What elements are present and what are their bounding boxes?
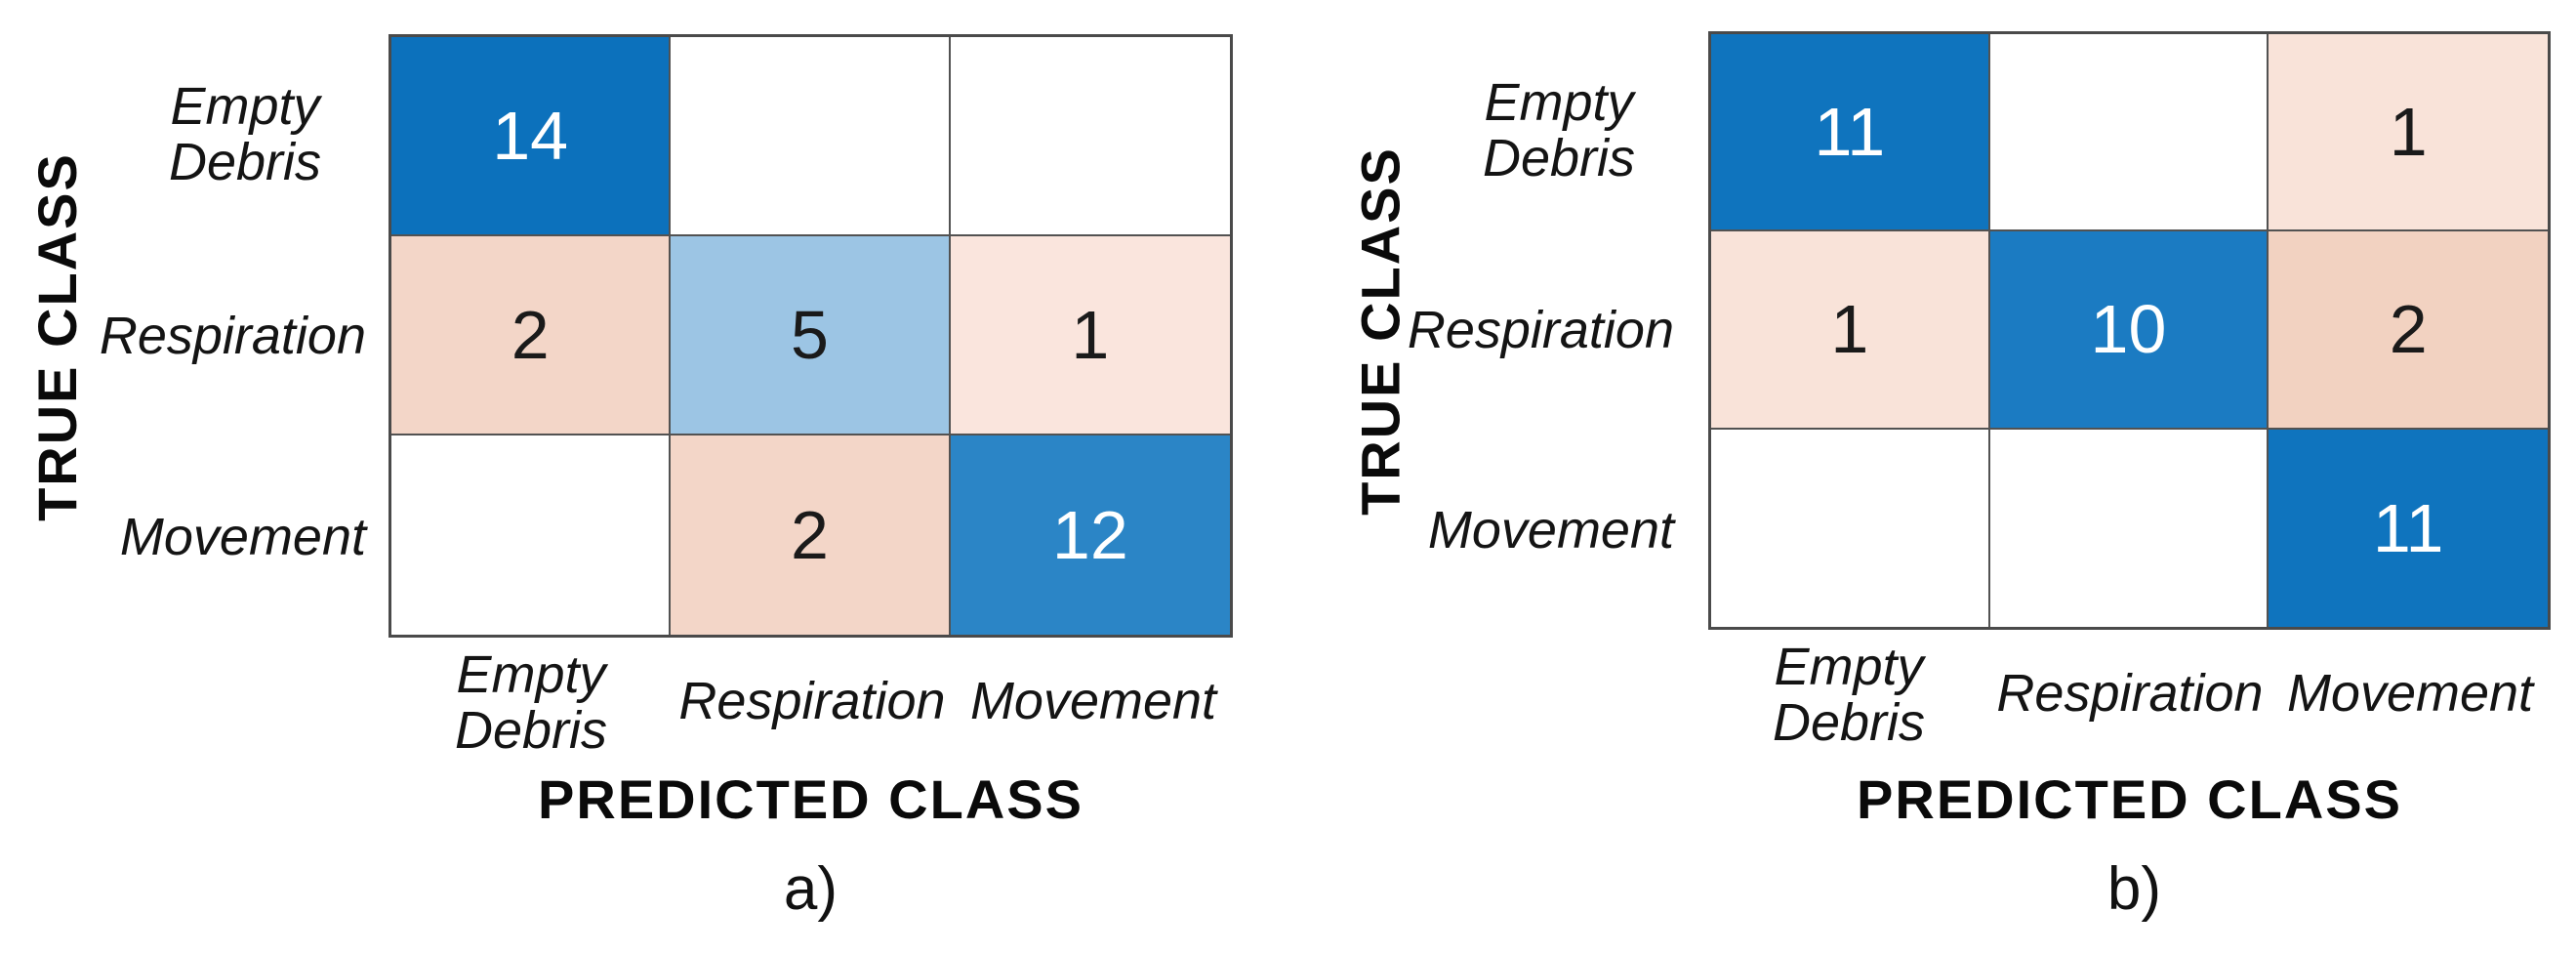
predicted-class-axis-label-a: PREDICTED CLASS — [538, 768, 1084, 830]
confusion-matrix-a: 14 2 5 1 2 12 — [388, 34, 1233, 638]
row-label-a-respiration: Respiration — [99, 306, 366, 365]
matrix-a-cell-r1c1: 5 — [671, 236, 951, 435]
col-label-a-respiration: Respiration — [678, 672, 946, 730]
matrix-a-cell-r2c0 — [391, 435, 672, 635]
matrix-b-cell-r0c0: 11 — [1711, 34, 1990, 232]
row-label-a-movement: Movement — [119, 507, 366, 566]
matrix-b-cell-r2c2: 11 — [2269, 429, 2548, 627]
matrix-b-cell-r2c0 — [1711, 429, 1990, 627]
matrix-a-cell-r0c0: 14 — [391, 37, 672, 236]
matrix-b-cell-r2c1 — [1989, 429, 2269, 627]
col-label-b-movement: Movement — [2286, 664, 2534, 723]
panel-caption-b: b) — [2106, 855, 2162, 923]
row-label-b-respiration: Respiration — [1407, 301, 1674, 359]
matrix-b-cell-r0c2: 1 — [2269, 34, 2548, 232]
matrix-a-cell-r2c2: 12 — [950, 435, 1230, 635]
matrix-a-cell-r1c2: 1 — [950, 236, 1230, 435]
matrix-b-cell-r1c1: 10 — [1989, 231, 2269, 430]
matrix-b-cell-r0c1 — [1989, 34, 2269, 232]
matrix-b-cell-r1c2: 2 — [2269, 231, 2548, 430]
matrix-a-cell-r2c1: 2 — [671, 435, 951, 635]
row-label-b-empty-debris: Empty Debris — [1482, 73, 1635, 187]
col-label-b-respiration: Respiration — [1996, 664, 2264, 723]
confusion-matrix-b: 11 1 1 10 2 11 — [1708, 31, 2551, 630]
col-label-b-empty-debris: Empty Debris — [1772, 638, 1926, 752]
panel-caption-a: a) — [783, 855, 838, 923]
row-label-a-empty-debris: Empty Debris — [168, 77, 321, 191]
col-label-a-empty-debris: Empty Debris — [454, 645, 608, 760]
matrix-a-cell-r0c1 — [671, 37, 951, 236]
row-label-b-movement: Movement — [1427, 500, 1674, 559]
matrix-a-cell-r1c0: 2 — [391, 236, 672, 435]
predicted-class-axis-label-b: PREDICTED CLASS — [1857, 768, 2402, 830]
matrix-a-cell-r0c2 — [950, 37, 1230, 236]
col-label-a-movement: Movement — [969, 672, 1217, 730]
matrix-b-cell-r1c0: 1 — [1711, 231, 1990, 430]
